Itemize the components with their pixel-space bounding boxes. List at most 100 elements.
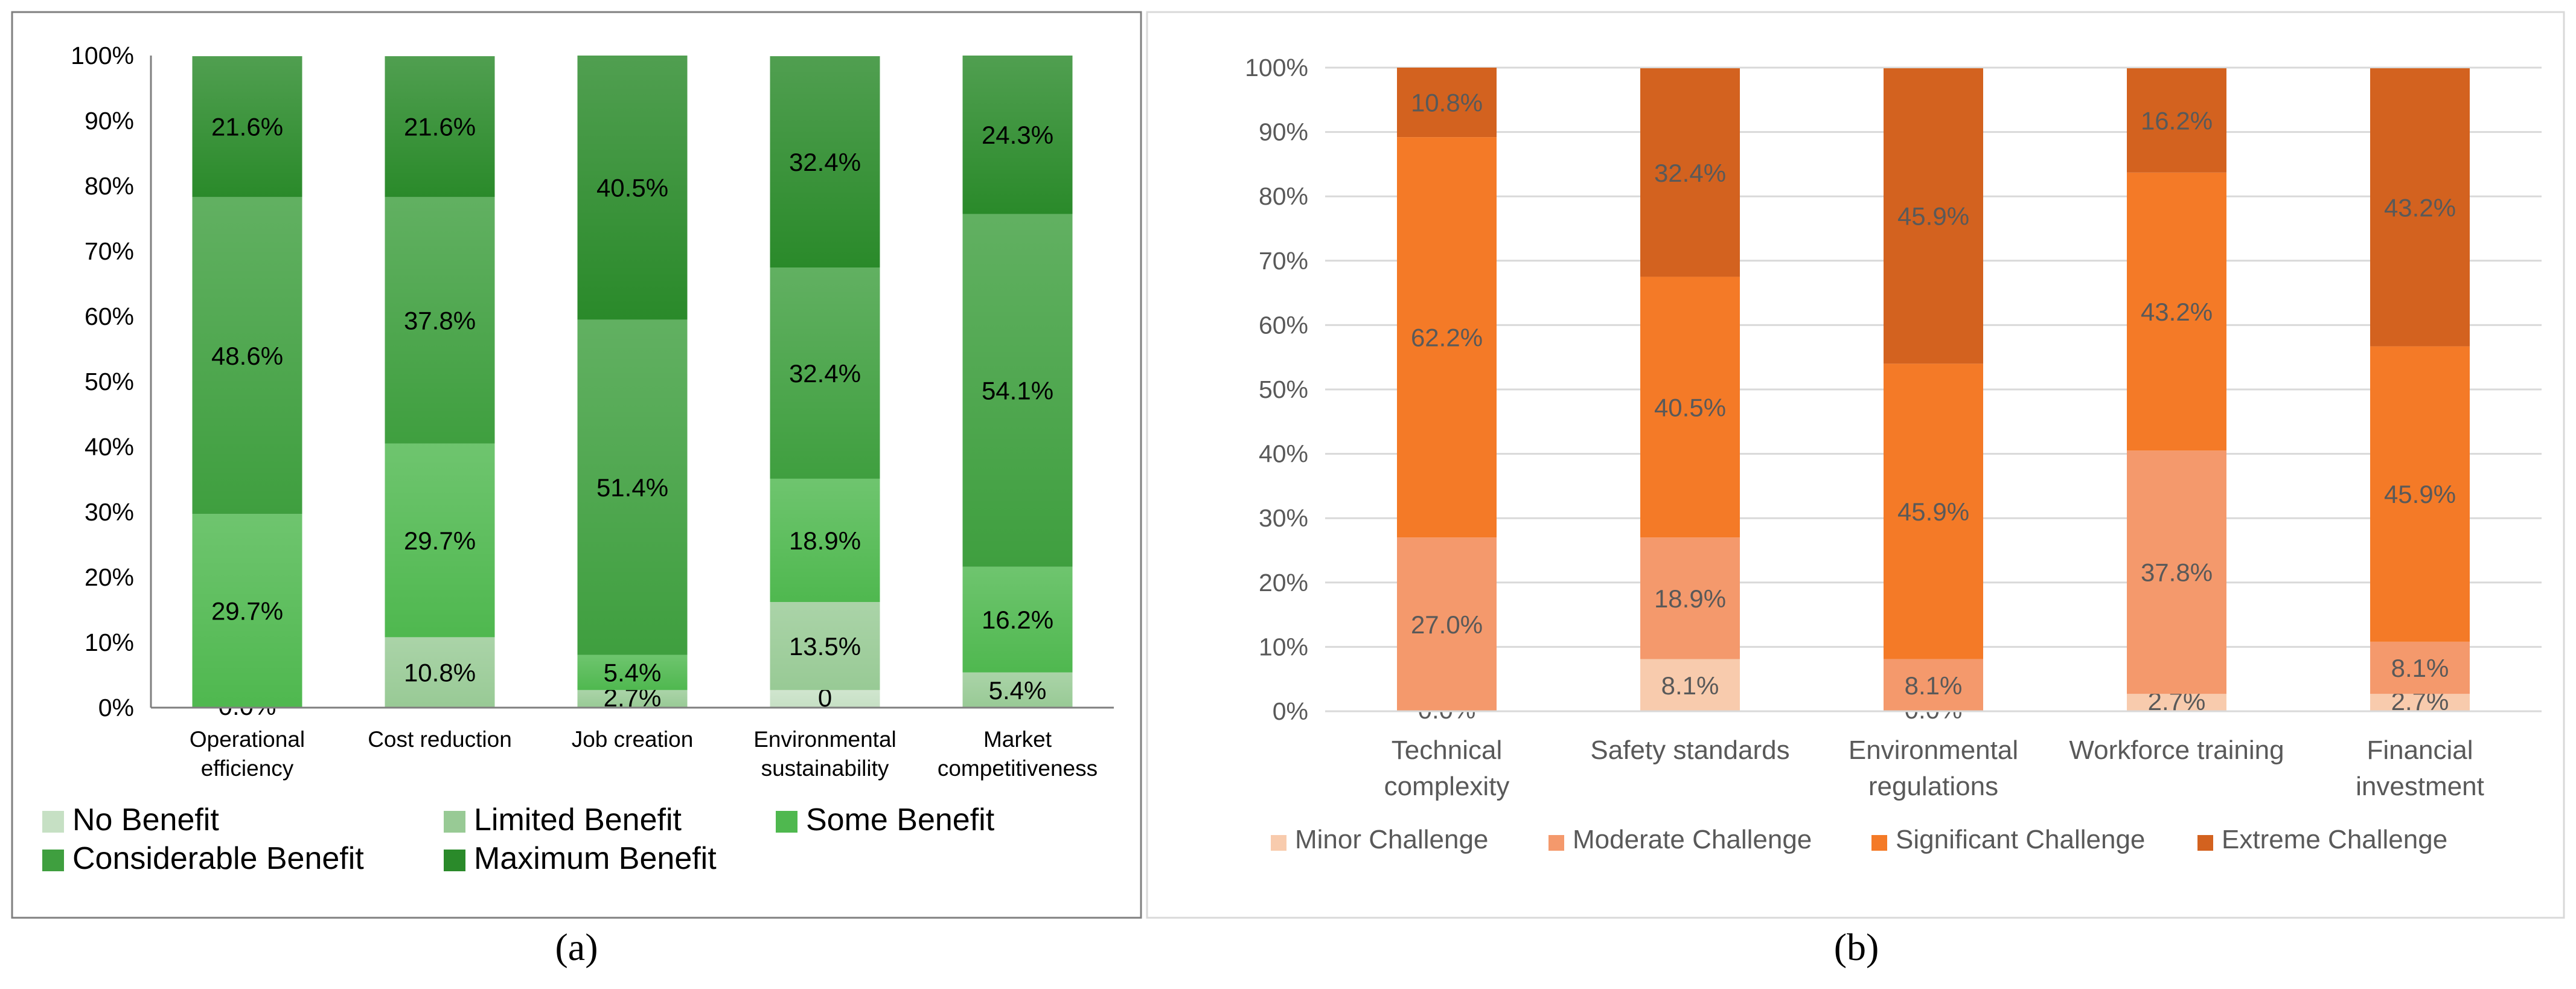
y-tick-label-b: 100% — [1245, 54, 1308, 82]
legend-swatch-b — [1271, 835, 1286, 851]
y-tick-label-b: 60% — [1259, 311, 1308, 339]
data-label-a: 51.4% — [596, 473, 668, 502]
bar-segment-shade-a — [770, 602, 880, 690]
y-tick-label-a: 80% — [85, 172, 134, 200]
legend-label-b: Significant Challenge — [1896, 825, 2145, 854]
data-label-b: 37.8% — [2141, 559, 2213, 587]
y-tick-label-a: 40% — [85, 433, 134, 461]
y-tick-label-b: 90% — [1259, 118, 1308, 146]
bar-segment-b — [2127, 694, 2226, 711]
bar-segment-shade-a — [770, 56, 880, 267]
legend-label-a: Considerable Benefit — [72, 841, 364, 876]
y-tick-label-a: 60% — [85, 302, 134, 330]
panel-a-border — [11, 11, 1142, 919]
category-label-b: investment — [2356, 772, 2484, 801]
legend-swatch-a — [444, 850, 465, 871]
panel-label-a: (a) — [555, 926, 598, 968]
bar-segment-b — [1397, 537, 1497, 711]
bar-segment-shade-a — [577, 319, 688, 655]
bar-segment-shade-a — [385, 56, 495, 197]
legend-swatch-b — [1871, 835, 1887, 851]
data-label-a: 5.4% — [604, 659, 662, 687]
bar-segment-b — [1640, 277, 1740, 538]
legend-swatch-a — [42, 850, 64, 871]
category-label-a: efficiency — [201, 756, 294, 781]
data-label-b: 27.0% — [1411, 610, 1483, 639]
y-tick-label-b: 20% — [1259, 569, 1308, 597]
bar-segment-shade-a — [577, 655, 688, 690]
bar-segment-b — [2127, 172, 2226, 451]
data-label-a: 54.1% — [982, 377, 1053, 405]
category-label-b: Technical — [1392, 735, 1502, 765]
category-label-b: Workforce training — [2069, 735, 2284, 765]
y-tick-label-a: 90% — [85, 107, 134, 135]
legend-label-b: Moderate Challenge — [1573, 825, 1812, 854]
y-tick-label-a: 0% — [98, 694, 134, 722]
bar-segment-b — [1884, 363, 1983, 659]
chart-a: 0%10%20%30%40%50%60%70%80%90%100%0.0%29.… — [42, 42, 1114, 876]
data-label-b: 18.9% — [1654, 584, 1726, 613]
category-label-a: Cost reduction — [368, 727, 512, 752]
category-label-b: Safety standards — [1590, 735, 1789, 765]
bar-segment-b — [2370, 641, 2470, 694]
category-label-b: Financial — [2367, 735, 2473, 765]
bar-segment-b — [2370, 694, 2470, 711]
bar-segment-shade-a — [385, 443, 495, 638]
data-label-a: 37.8% — [404, 306, 476, 334]
bar-segment-shade-a — [577, 56, 688, 320]
bar-segment-b — [2370, 68, 2470, 347]
data-label-a: 5.4% — [989, 676, 1047, 705]
y-tick-label-b: 70% — [1259, 247, 1308, 275]
data-label-a: 40.5% — [596, 174, 668, 202]
data-label-b: 8.1% — [1905, 671, 1963, 700]
panel-label-b: (b) — [1834, 926, 1879, 968]
data-label-a: 48.6% — [211, 342, 283, 370]
category-label-a: Operational — [190, 727, 305, 752]
bar-segment-shade-a — [962, 56, 1073, 214]
y-tick-label-b: 0% — [1273, 697, 1308, 725]
data-label-a: 29.7% — [211, 597, 283, 626]
legend-label-b: Extreme Challenge — [2222, 825, 2447, 854]
bar-segment-shade-a — [192, 514, 302, 708]
data-label-b: 43.2% — [2384, 193, 2456, 222]
legend-label-a: Some Benefit — [806, 802, 995, 837]
data-label-b: 16.2% — [2141, 106, 2213, 135]
data-label-a: 21.6% — [404, 113, 476, 141]
data-label-b: 45.9% — [1897, 202, 1969, 231]
category-label-a: Environmental — [753, 727, 896, 752]
data-label-b: 8.1% — [2391, 654, 2449, 682]
bar-segment-b — [2127, 68, 2226, 173]
data-label-b: 40.5% — [1654, 393, 1726, 421]
category-label-b: Environmental — [1849, 735, 2018, 765]
legend-swatch-b — [1548, 835, 1564, 851]
y-tick-label-a: 70% — [85, 237, 134, 265]
data-label-a: 29.7% — [404, 527, 476, 555]
category-label-a: Market — [983, 727, 1052, 752]
bar-segment-b — [1640, 68, 1740, 277]
bar-segment-shade-a — [192, 197, 302, 514]
bar-segment-shade-a — [770, 690, 880, 708]
data-label-a: 18.9% — [789, 527, 861, 555]
data-label-b: 62.2% — [1411, 324, 1483, 352]
y-tick-label-b: 40% — [1259, 440, 1308, 468]
data-label-b: 45.9% — [1897, 498, 1969, 526]
chart-b: 0%10%20%30%40%50%60%70%80%90%100%0.0%27.… — [1245, 54, 2542, 854]
y-tick-label-a: 50% — [85, 368, 134, 395]
data-label-b: 45.9% — [2384, 480, 2456, 508]
bar-segment-shade-a — [577, 690, 688, 708]
bar-segment-shade-a — [962, 214, 1073, 567]
data-label-a: 0 — [818, 683, 832, 712]
data-label-a: 10.8% — [404, 659, 476, 687]
legend-label-a: Limited Benefit — [474, 802, 682, 837]
y-tick-label-b: 10% — [1259, 633, 1308, 661]
category-label-a: competitiveness — [938, 756, 1098, 781]
data-label-a: 13.5% — [789, 632, 861, 661]
bar-segment-b — [1884, 68, 1983, 364]
category-label-b: complexity — [1384, 772, 1510, 801]
bar-segment-b — [1397, 137, 1497, 538]
bar-segment-shade-a — [962, 672, 1073, 708]
legend-label-a: Maximum Benefit — [474, 841, 717, 876]
bar-segment-shade-a — [962, 566, 1073, 673]
data-label-a: 16.2% — [982, 606, 1053, 634]
